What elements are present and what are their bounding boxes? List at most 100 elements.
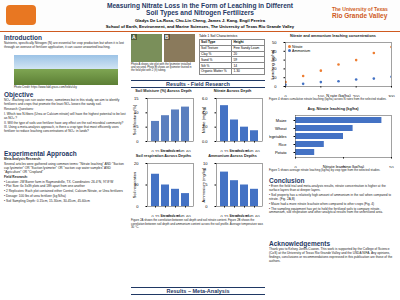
html-text:Soil Types and Nitrogen Fertil: Soil Types and Nitrogen Fertilizers [146, 9, 254, 17]
svg-text:Maize: Maize [276, 118, 287, 123]
svg-text:45-60: 45-60 [249, 149, 260, 152]
html-text:B: B [165, 34, 169, 40]
html-text:Figure 4 shows cumulative nitr: Figure 4 shows cumulative nitrate leachi… [269, 97, 387, 101]
html-text:Nitrate Across Depth: Nitrate Across Depth [213, 89, 252, 93]
html-text:Height: Height [233, 40, 244, 45]
html-text:Figure 2A shows the correlatio: Figure 2A shows the correlation between … [131, 218, 263, 229]
html-text:Organic Matter %: Organic Matter % [201, 69, 227, 74]
svg-text:Ammonium (mg/kg): Ammonium (mg/kg) [201, 167, 206, 203]
html-text:I. Which two N-fibers (Urea or: I. Which two N-fibers (Urea or Calcium n… [4, 111, 126, 120]
svg-text:Potato: Potato [275, 150, 287, 155]
html-text:• Dosage: 100 lbs of urea fert: • Dosage: 100 lbs of urea fertilizer (kg… [4, 194, 66, 199]
svg-text:Depth (cm): Depth (cm) [230, 213, 250, 218]
svg-text:0: 0 [274, 84, 277, 89]
html-text:• Soil property has a relative: • Soil property has a relatively high am… [269, 192, 392, 201]
svg-text:15: 15 [134, 96, 139, 101]
svg-text:Wheat: Wheat [275, 126, 287, 131]
html-text:Photo Credit: https://www.fabl: Photo Credit: https://www.fabl-grass.com… [14, 84, 77, 89]
svg-text:Depth (cm): Depth (cm) [161, 213, 181, 218]
svg-text:45-60: 45-60 [180, 214, 191, 217]
html-text:Sand %: Sand % [201, 57, 213, 62]
svg-text:10: 10 [203, 161, 208, 166]
svg-text:45-60: 45-60 [180, 149, 191, 152]
html-text:Ammonium Across Depths: Ammonium Across Depths [208, 154, 257, 158]
html-text:Acknowledgements: Acknowledgements [269, 240, 330, 247]
svg-text:Soil respiration: Soil respiration [132, 172, 137, 198]
html-text:Thank you to Kelsey Jones-Cuar: Thank you to Kelsey Jones-Cuaron. This w… [269, 247, 393, 263]
html-text:Meta-analysis Research:: Meta-analysis Research: [4, 157, 42, 161]
html-text:Results – Meta-Analysis: Results – Meta-Analysis [166, 288, 230, 294]
html-text:• The sampling equipment has y: • The sampling equipment has yet to hold… [269, 206, 383, 215]
svg-text:Depth (cm): Depth (cm) [230, 148, 250, 153]
html-text:14: 14 [233, 63, 238, 68]
html-text:Conclusion: Conclusion [269, 177, 305, 184]
html-text:Soil Moisture (%) Across Depth: Soil Moisture (%) Across Depth [135, 89, 192, 93]
svg-text:Depth (cm): Depth (cm) [161, 148, 181, 153]
svg-text:45-60: 45-60 [249, 214, 260, 217]
html-text:School of Earth, Environment,: School of Earth, Environment, and Marine… [105, 23, 295, 29]
html-text:• Maize had a more nitrate lea: • Maize had a more nitrate leachate when… [269, 201, 375, 206]
svg-text:20: 20 [134, 161, 139, 166]
svg-text:300: 300 [388, 94, 395, 97]
svg-text:200: 200 [353, 94, 360, 97]
html-text:Field Research:: Field Research: [4, 174, 28, 179]
svg-text:100: 100 [317, 94, 324, 97]
html-text:Soil Type: Soil Type [201, 40, 216, 45]
html-text:1.30: 1.30 [233, 69, 240, 74]
html-text:Fine Sandy Loam: Fine Sandy Loam [233, 46, 260, 51]
html-text:Soil Texture: Soil Texture [201, 46, 219, 51]
html-text:Soil respiration Across Depths: Soil respiration Across Depths [135, 154, 192, 158]
html-text:Figure 5 shows average nitrate: Figure 5 shows average nitrate leaching … [269, 168, 381, 172]
svg-text:0: 0 [136, 139, 139, 144]
svg-text:0: 0 [136, 204, 139, 209]
html-text:Objective: Objective [4, 91, 34, 98]
html-text:• 2 Replicates: Each plot cont: • 2 Replicates: Each plot contained eith… [4, 189, 123, 194]
svg-text:0: 0 [205, 204, 208, 209]
svg-text:Nitrate leaching (kg/ha): Nitrate leaching (kg/ha) [323, 164, 365, 169]
html-text:20: 20 [233, 52, 238, 56]
svg-text:50: 50 [389, 165, 394, 168]
html-text:Photo A shows site plot with t: Photo A shows site plot with the lysimet… [131, 63, 192, 73]
svg-text:6.0: 6.0 [202, 96, 208, 101]
html-text:Avg. Nitrate leaching (kg/ha): Avg. Nitrate leaching (kg/ha) [307, 107, 359, 111]
html-text:Clay %: Clay % [201, 52, 212, 56]
html-text:• Location: JW Barrer farm in: • Location: JW Barrer farm in Raymondvil… [4, 179, 114, 184]
html-text:Nitrate and ammonium leaching: Nitrate and ammonium leaching concentrat… [290, 34, 376, 38]
svg-text:Rice: Rice [278, 142, 287, 147]
svg-text:0: 0 [284, 94, 287, 97]
html-text:Nitrate: Nitrate [292, 44, 303, 49]
svg-text:0-15: 0-15 [151, 149, 160, 152]
svg-text:0-15: 0-15 [220, 149, 229, 152]
html-text:Silt %: Silt % [201, 63, 210, 68]
html-text:• Plot Size: 6x 3x3ft plots an: • Plot Size: 6x 3x3ft plots and 18ft apa… [4, 184, 85, 189]
svg-text:Vegetables: Vegetables [269, 134, 287, 139]
svg-text:0-15: 0-15 [220, 214, 229, 217]
html-text:II. Will the type of soils use: II. Will the type of soils use fertilize… [4, 120, 124, 125]
svg-text:N rate (kg/ha): N rate (kg/ha) [326, 93, 351, 98]
html-text:Measuring Nitrate Loss in the: Measuring Nitrate Loss in the Form of Le… [106, 2, 293, 9]
html-text:Gladys De La-Rosa, Chu-Lin Che: Gladys De La-Rosa, Chu-Lin Cheng, James … [135, 18, 265, 23]
svg-text:Soil Moisture (%): Soil Moisture (%) [132, 104, 137, 135]
html-text:Rio Grande Valley: Rio Grande Valley [332, 11, 388, 19]
html-text:Ammonium: Ammonium [292, 48, 311, 53]
svg-text:0.0: 0.0 [202, 139, 208, 144]
html-text:Several articles were gathered: Several articles were gathered using com… [4, 161, 124, 174]
html-text:Experimental Approach: Experimental Approach [4, 150, 77, 157]
html-text:Research Questions:: Research Questions: [4, 106, 34, 111]
html-text:A: A [132, 34, 136, 40]
svg-text:Nitrate (mg/kg): Nitrate (mg/kg) [201, 106, 206, 133]
html-text:Results - Field Research: Results - Field Research [166, 81, 230, 87]
html-text:• Soil Sampling Depth: 0-15cm,: • Soil Sampling Depth: 0-15cm, 15-30cm, … [4, 199, 90, 204]
svg-text:50: 50 [272, 40, 277, 45]
html-text:Table 1 Soil Characteristics: Table 1 Soil Characteristics [199, 34, 238, 38]
html-text:III. Using a meta-analysis app: III. Using a meta-analysis approach, is … [4, 125, 119, 134]
svg-text:Leaching (kg/ha): Leaching (kg/ha) [270, 49, 275, 79]
html-text:59: 59 [233, 57, 238, 62]
html-text:Introduction: Introduction [4, 34, 42, 41]
svg-text:0: 0 [294, 165, 297, 168]
html-text:Nutrients, specifically Nitrog: Nutrients, specifically Nitrogen (N) are… [4, 41, 124, 49]
svg-text:0-15: 0-15 [151, 214, 160, 217]
html-text:The University of Texas: The University of Texas [332, 6, 388, 12]
html-text:• Even the field trial and met: • Even the field trial and meta-analysis… [269, 184, 386, 192]
html-text:NO₃⁻ leaching can ruin water m: NO₃⁻ leaching can ruin water more, somet… [4, 98, 120, 106]
